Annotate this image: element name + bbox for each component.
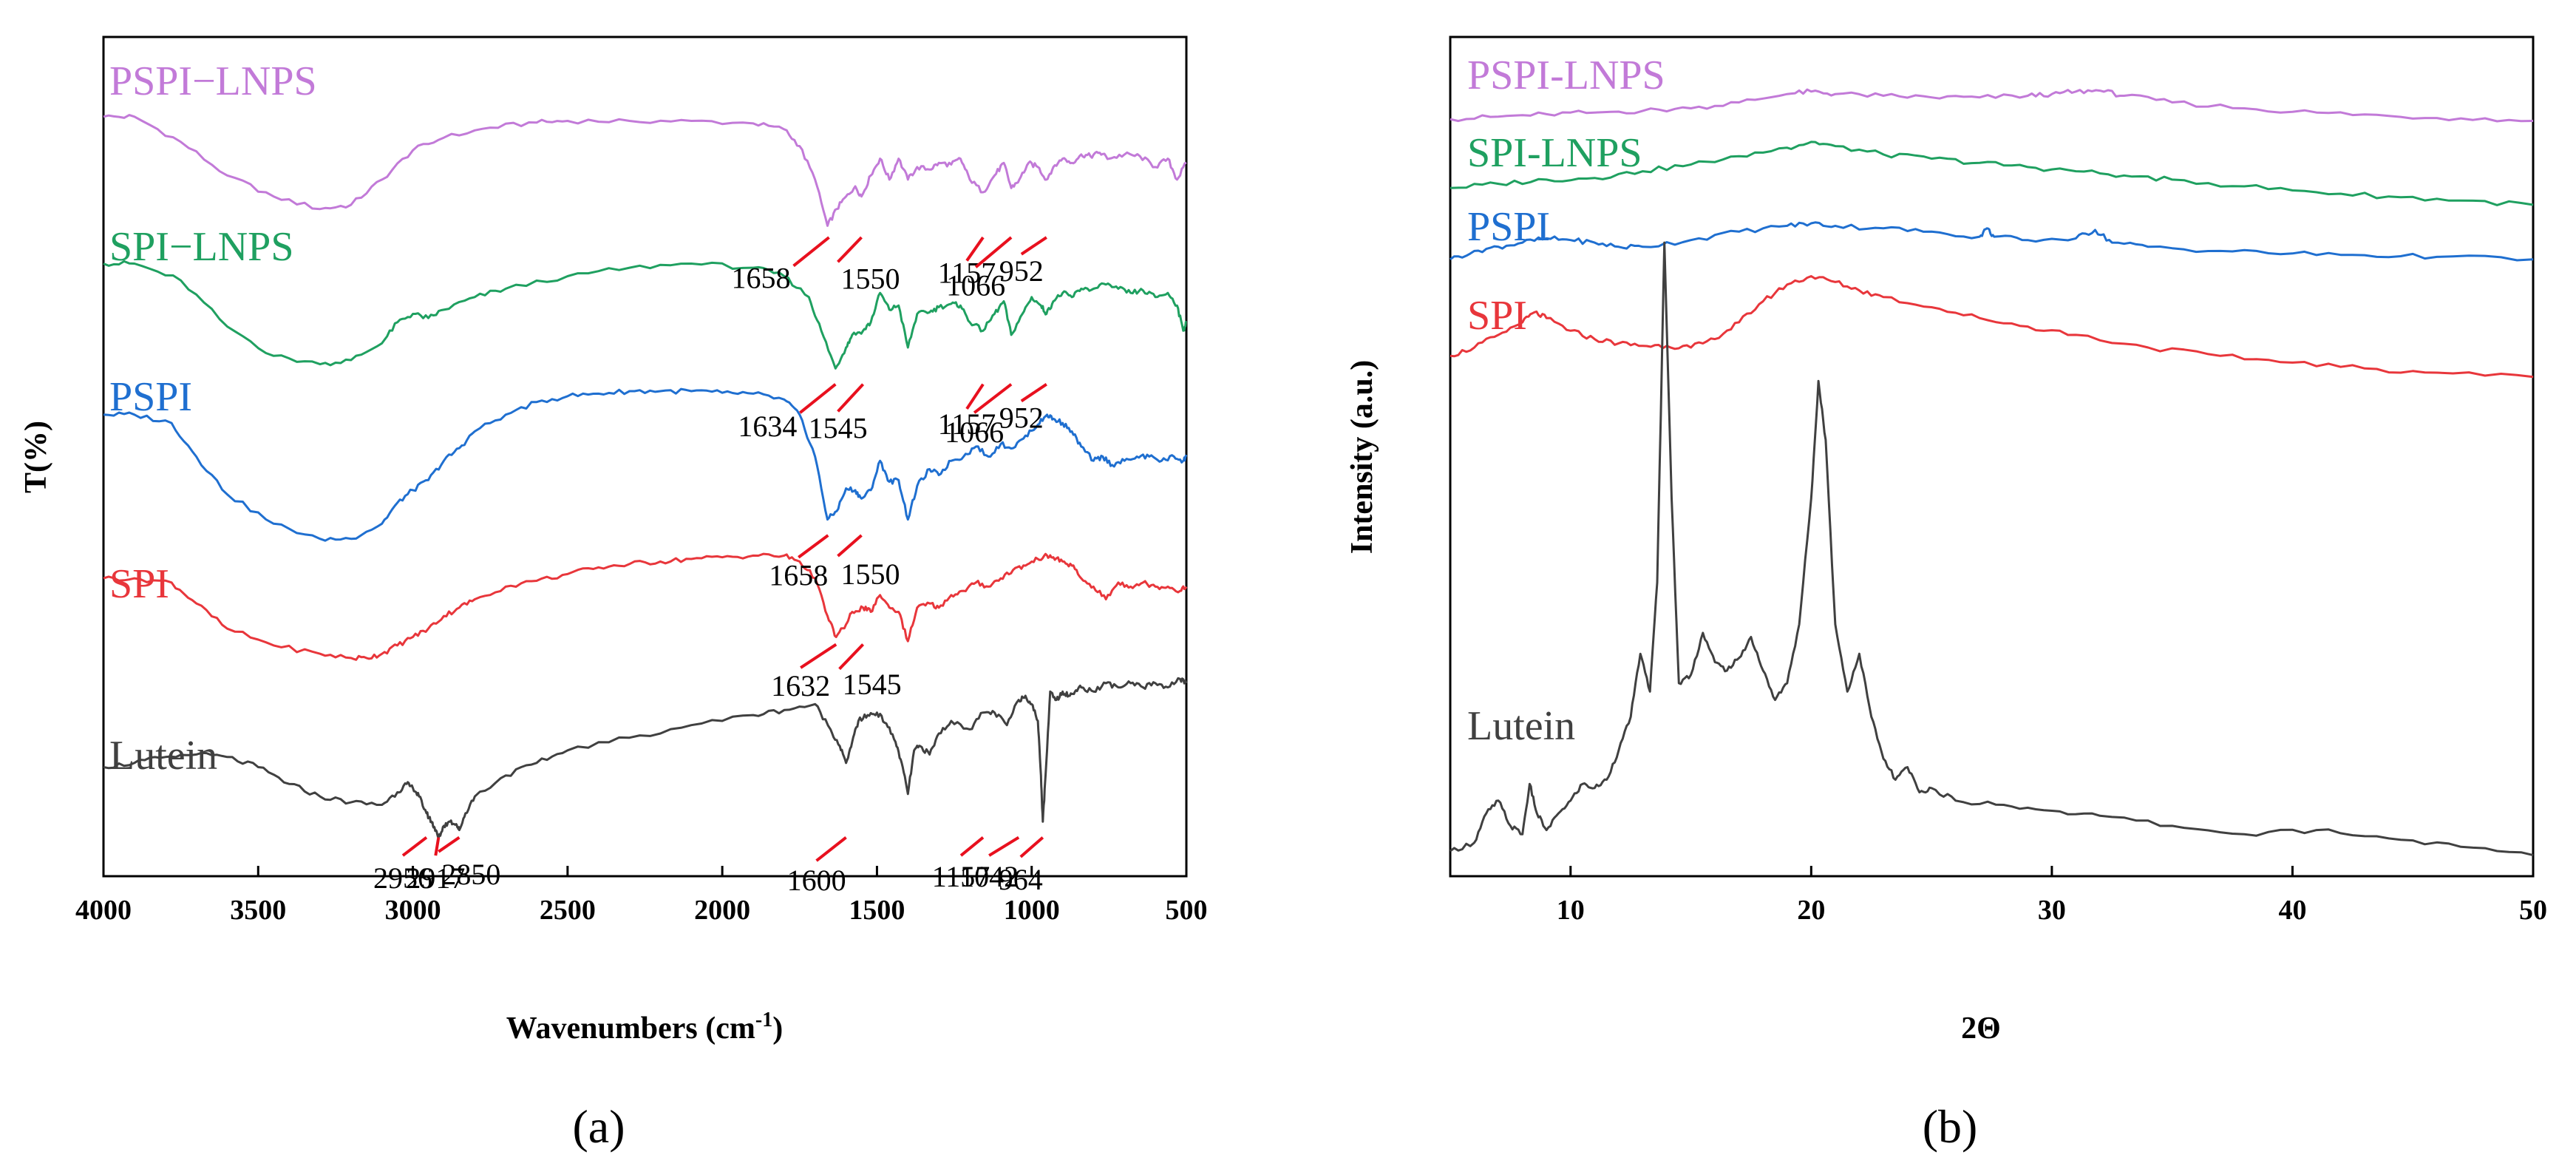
annotation-line-lutein-2956 (401, 836, 428, 857)
series-line-spi-lnps (103, 260, 1187, 370)
annotation-label-lutein-2956: 2956 (373, 861, 432, 895)
annotation-label-spi-lnps-1545: 1545 (809, 411, 868, 444)
series-label-pspi-lnps: PSPI−LNPS (109, 58, 317, 104)
series-label-pspi: PSPI (1467, 204, 1550, 250)
annotation-line-pspi-lnps-1066 (974, 236, 1013, 268)
annotation-label-pspi-1658: 1658 (769, 559, 828, 592)
panel-b-series (1450, 88, 2534, 857)
series-line-pspi-lnps (1450, 88, 2534, 123)
annotation-label-pspi-lnps-1658: 1658 (732, 262, 791, 295)
series-line-lutein (1450, 241, 2534, 857)
annotation-label-spi-1545: 1545 (843, 668, 902, 701)
annotation-label-spi-lnps-1634: 1634 (738, 410, 797, 443)
x-tick-label-1500: 1500 (849, 895, 905, 926)
series-label-pspi: PSPI (109, 374, 192, 420)
series-label-spi-lnps: SPI-LNPS (1467, 130, 1642, 176)
annotation-label-pspi-lnps-952: 952 (999, 254, 1044, 288)
x-tick-label-3500: 3500 (230, 895, 286, 926)
series-label-lutein: Lutein (1467, 703, 1575, 749)
series-label-spi-lnps: SPI−LNPS (109, 224, 293, 270)
panel-a-y-axis-label: T(%) (19, 421, 53, 493)
series-line-pspi (103, 387, 1188, 542)
series-label-pspi-lnps: PSPI-LNPS (1467, 52, 1665, 98)
series-line-lutein (103, 677, 1188, 840)
annotation-line-pspi-lnps-1658 (792, 236, 830, 268)
annotation-line-pspi-lnps-952 (1020, 236, 1047, 256)
x-tick-label-2500: 2500 (540, 895, 596, 926)
annotation-label-pspi-lnps-1550: 1550 (841, 262, 900, 295)
series-line-pspi (1450, 221, 2534, 262)
panel-b-y-axis-label: Intensity (a.u.) (1345, 360, 1379, 555)
annotation-label-spi-1632: 1632 (771, 669, 830, 702)
annotation-line-lutein-2850 (438, 836, 461, 853)
series-line-pspi-lnps (103, 114, 1187, 227)
annotation-line-lutein-2917 (434, 837, 441, 856)
panel-a-series (103, 114, 1188, 840)
x-tick-label-30: 30 (2038, 895, 2066, 926)
x-tick-label-1000: 1000 (1004, 895, 1060, 926)
panel-b-label: (b) (1923, 1100, 1978, 1153)
annotation-line-spi-1632 (800, 643, 837, 669)
x-tick-label-10: 10 (1557, 895, 1585, 926)
panel-a-x-ticks: 4000 3500 3000 2500 2000 1500 1000 500 (75, 866, 1208, 926)
annotation-label-pspi-lnps-1157: 1157 (938, 257, 996, 290)
series-line-spi-lnps (1450, 140, 2534, 206)
annotation-label-lutein-2850: 2850 (441, 858, 500, 891)
annotation-line-spi-lnps-1066 (973, 383, 1013, 414)
x-tick-label-50: 50 (2519, 895, 2547, 926)
series-line-spi (1450, 275, 2534, 379)
panel-b-x-ticks: 10 20 30 40 50 (1557, 866, 2547, 926)
annotation-line-pspi-1550 (837, 534, 863, 558)
annotation-label-lutein-1157: 1157 (932, 860, 990, 893)
annotation-label-lutein-2917: 2917 (406, 861, 465, 895)
x-tick-label-40: 40 (2278, 895, 2306, 926)
x-tick-label-3000: 3000 (385, 895, 441, 926)
x-tick-label-500: 500 (1166, 895, 1208, 926)
annotation-label-lutein-1042: 1042 (959, 860, 1019, 893)
annotation-label-spi-lnps-1157: 1157 (938, 407, 996, 441)
x-tick-label-4000: 4000 (75, 895, 132, 926)
x-tick-label-20: 20 (1797, 895, 1825, 926)
annotation-line-pspi-1658 (798, 534, 829, 559)
annotation-label-spi-lnps-952: 952 (999, 401, 1044, 434)
annotation-label-pspi-lnps-1066: 1066 (946, 268, 1005, 302)
series-line-spi (103, 552, 1188, 661)
annotation-line-pspi-lnps-1550 (837, 236, 863, 263)
panel-a-label: (a) (572, 1100, 625, 1153)
annotation-line-spi-lnps-1157 (965, 383, 985, 410)
annotation-line-lutein-964 (1019, 836, 1044, 858)
annotation-line-lutein-1042 (988, 836, 1020, 857)
annotation-label-lutein-1600: 1600 (787, 864, 846, 897)
annotation-line-lutein-1157 (959, 836, 985, 857)
annotation-label-lutein-964: 964 (999, 863, 1043, 896)
panel-b-x-axis-label: 2Θ (1961, 1012, 2001, 1046)
x-tick-label-2000: 2000 (694, 895, 750, 926)
annotation-label-spi-lnps-1066: 1066 (945, 416, 1004, 449)
panel-b-series-labels: PSPI-LNPS SPI-LNPS PSPI SPI Lutein (1467, 52, 1665, 749)
annotation-line-spi-lnps-1545 (837, 383, 865, 413)
annotation-line-spi-1545 (838, 643, 865, 671)
panel-a-ftir: 4000 3500 3000 2500 2000 1500 1000 500 1658 1550… (19, 35, 1208, 1153)
panel-a-plot-frame (102, 35, 1188, 878)
series-label-spi: SPI (109, 561, 169, 607)
annotation-label-pspi-1550: 1550 (841, 558, 900, 591)
annotation-line-pspi-lnps-1157 (965, 236, 985, 262)
panel-a-x-axis-label: Wavenumbers (cm-1) (506, 1009, 783, 1046)
panel-a-series-labels: PSPI−LNPS SPI−LNPS PSPI SPI Lutein (109, 58, 317, 779)
panel-b-plot-frame (1449, 35, 2535, 878)
series-label-lutein: Lutein (109, 733, 217, 779)
panel-b-xrd: 10 20 30 40 50 PSPI-LNPS SPI-LNPS PSPI SPI Lutei… (1345, 35, 2547, 1153)
annotation-line-spi-lnps-1634 (799, 383, 837, 414)
annotation-line-lutein-1600 (815, 836, 847, 862)
series-label-spi: SPI (1467, 293, 1527, 339)
annotation-line-spi-lnps-952 (1020, 383, 1047, 403)
